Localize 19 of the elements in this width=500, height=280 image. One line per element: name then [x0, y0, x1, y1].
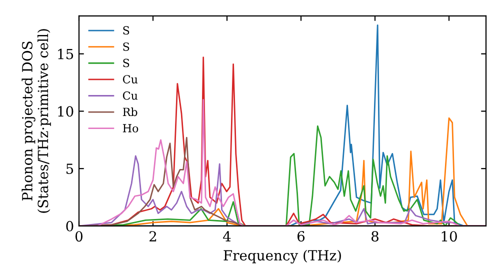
y-tick-label: 10 — [58, 106, 74, 117]
legend-label: S — [123, 26, 130, 35]
x-tick-label: 10 — [442, 231, 457, 242]
x-tick-label: 2 — [150, 231, 156, 242]
legend-label: S — [123, 42, 130, 51]
y-tick-label: 15 — [58, 48, 74, 60]
x-tick-label: 4 — [223, 231, 231, 242]
x-tick-label: 0 — [75, 231, 82, 242]
y-tick-label: 5 — [66, 164, 74, 174]
y-axis-title: Phonon projected DOS (States/THz·primitive cell) — [22, 29, 51, 213]
legend-label: Rb — [122, 108, 138, 116]
y-tick-label: 0 — [66, 220, 74, 232]
x-tick-label: 8 — [372, 231, 378, 242]
x-tick-label: 6 — [298, 231, 305, 242]
legend-label: S — [123, 58, 130, 68]
legend-label: Cu — [122, 75, 138, 84]
legend-label: Ho — [122, 124, 138, 132]
x-axis-title: Frequency (THz) — [224, 250, 341, 264]
legend-label: Cu — [122, 91, 138, 100]
